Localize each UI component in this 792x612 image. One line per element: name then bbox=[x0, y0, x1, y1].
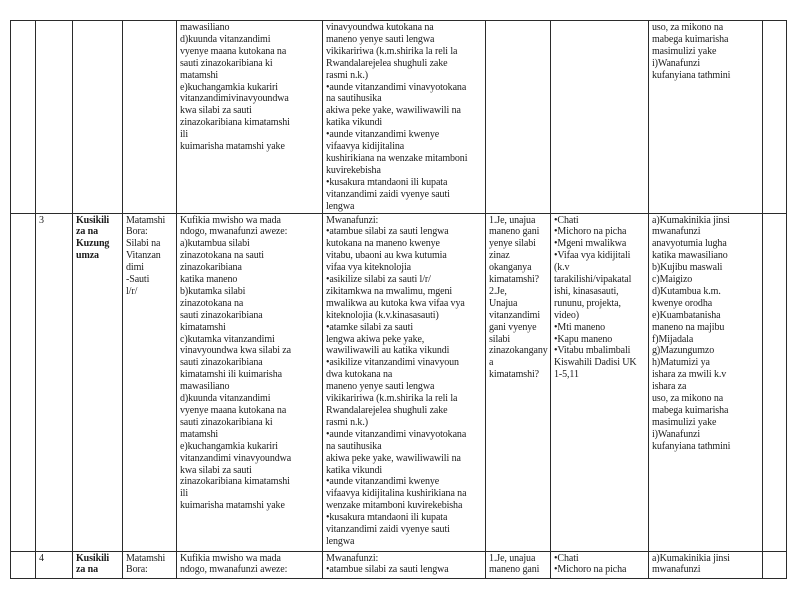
cell-assessment: a)Kumakinikia jinsi mwanafunzi anavyotum… bbox=[648, 212, 763, 552]
table-row: 3 Kusikili za na Kuzung umza Matamshi Bo… bbox=[10, 212, 787, 552]
cell-remarks bbox=[762, 550, 787, 579]
cell-strand: Kusikili za na bbox=[72, 550, 123, 579]
cell-remarks bbox=[762, 212, 787, 552]
curriculum-table: mawasiliano d)kuunda vitanzandimi vyenye… bbox=[10, 20, 787, 579]
cell-substrand bbox=[122, 20, 177, 214]
cell-lesson: 3 bbox=[35, 212, 73, 552]
cell-remarks bbox=[762, 20, 787, 214]
cell-lesson bbox=[35, 20, 73, 214]
cell-questions bbox=[485, 20, 551, 214]
cell-questions: 1.Je, unajua maneno gani yenye silabi zi… bbox=[485, 212, 551, 552]
cell-experiences: vinavyoundwa kutokana na maneno yenye sa… bbox=[322, 20, 486, 214]
cell-week bbox=[10, 20, 36, 214]
cell-assessment: a)Kumakinikia jinsi mwanafunzi bbox=[648, 550, 763, 579]
cell-lesson: 4 bbox=[35, 550, 73, 579]
cell-substrand: Matamshi Bora: Silabi na Vitanzan dimi -… bbox=[122, 212, 177, 552]
cell-outcomes: Kufikia mwisho wa mada ndogo, mwanafunzi… bbox=[176, 550, 323, 579]
cell-experiences: Mwanafunzi: •atambue silabi za sauti len… bbox=[322, 550, 486, 579]
cell-week bbox=[10, 212, 36, 552]
cell-week bbox=[10, 550, 36, 579]
cell-outcomes: mawasiliano d)kuunda vitanzandimi vyenye… bbox=[176, 20, 323, 214]
cell-resources bbox=[550, 20, 649, 214]
table-row: 4 Kusikili za na Matamshi Bora: Kufikia … bbox=[10, 550, 787, 579]
cell-substrand: Matamshi Bora: bbox=[122, 550, 177, 579]
cell-outcomes: Kufikia mwisho wa mada ndogo, mwanafunzi… bbox=[176, 212, 323, 552]
cell-assessment: uso, za mikono na mabega kuimarisha masi… bbox=[648, 20, 763, 214]
cell-resources: •Chati •Michoro na picha bbox=[550, 550, 649, 579]
cell-resources: •Chati •Michoro na picha •Mgeni mwalikwa… bbox=[550, 212, 649, 552]
cell-questions: 1.Je, unajua maneno gani bbox=[485, 550, 551, 579]
cell-strand bbox=[72, 20, 123, 214]
cell-experiences: Mwanafunzi: •atambue silabi za sauti len… bbox=[322, 212, 486, 552]
cell-strand: Kusikili za na Kuzung umza bbox=[72, 212, 123, 552]
table-row: mawasiliano d)kuunda vitanzandimi vyenye… bbox=[10, 20, 787, 214]
